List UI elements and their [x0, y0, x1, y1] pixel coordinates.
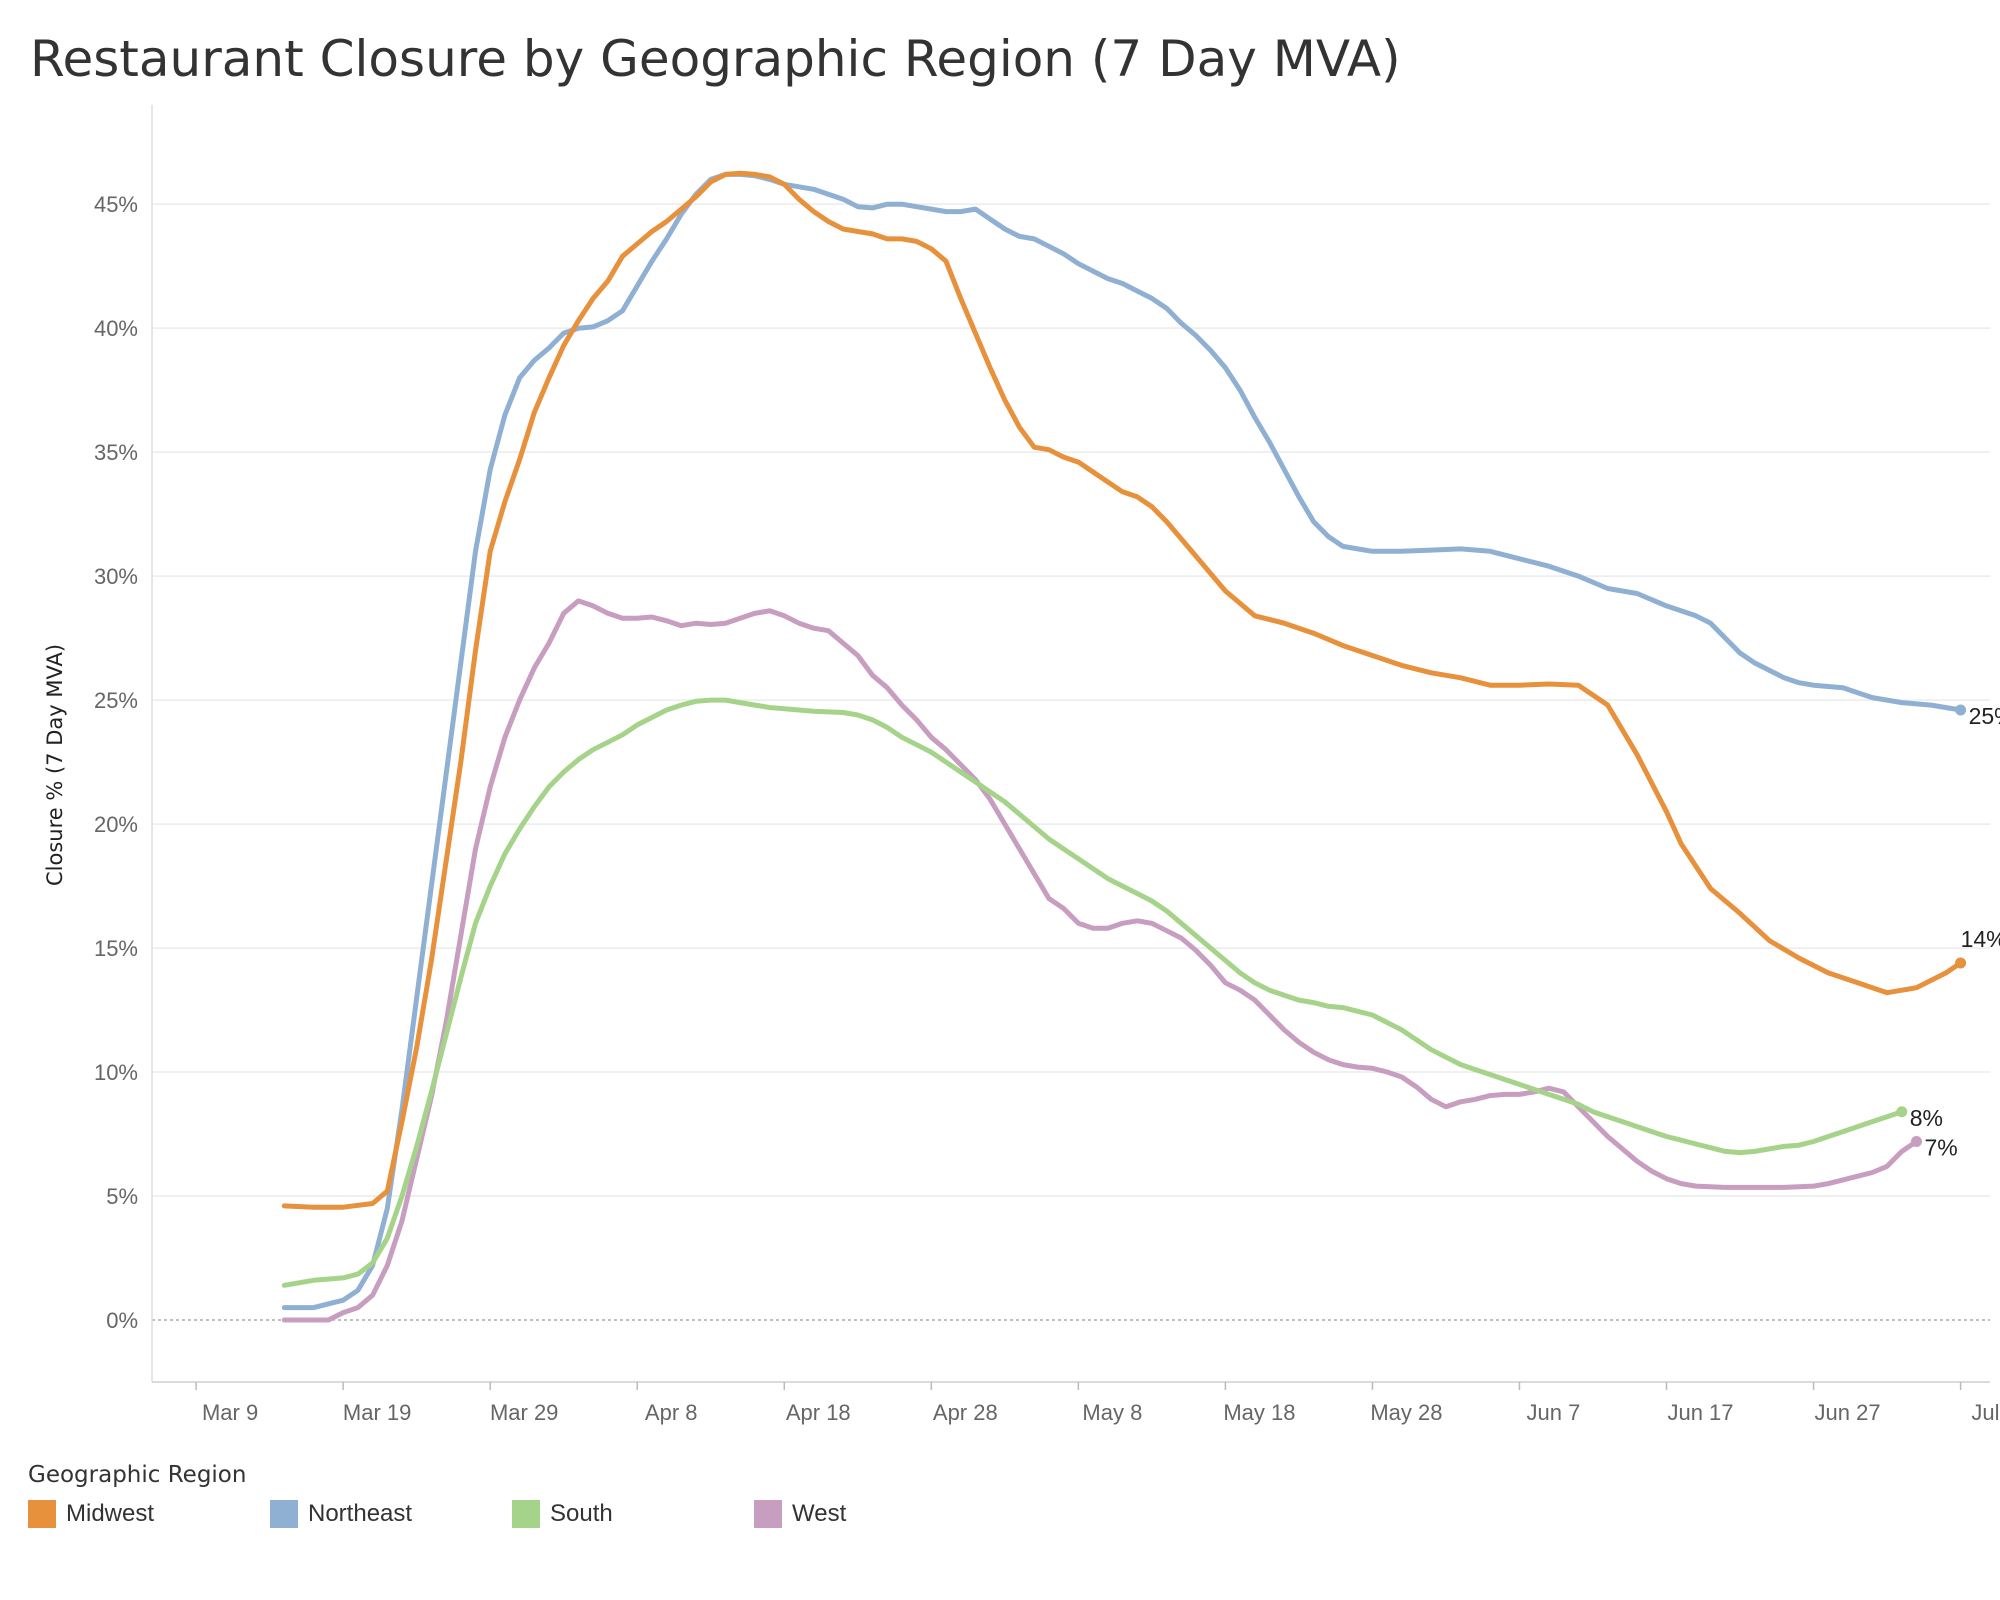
- series-lines: [281, 170, 1967, 1323]
- legend-item-northeast[interactable]: Northeast: [270, 1498, 412, 1530]
- y-tick-label: 0%: [106, 1308, 138, 1333]
- end-label-northeast: 25%: [1969, 703, 2000, 729]
- x-tick-label: Apr 18: [786, 1400, 851, 1425]
- x-tick-label: Jul 7: [1971, 1400, 2000, 1425]
- end-marker-midwest[interactable]: [1955, 957, 1967, 969]
- axes: [151, 105, 1990, 1383]
- end-label-midwest: 14%: [1961, 926, 2000, 952]
- x-tick-label: Apr 8: [645, 1400, 698, 1425]
- series-line-west: [281, 598, 1919, 1323]
- x-axis-ticks: Mar 9 Mar 19 Mar 29 Apr 8 Apr 18 Apr 28 May 8 M…: [195, 1382, 2000, 1425]
- x-tick-label: Mar 9: [202, 1400, 258, 1425]
- end-label-south: 8%: [1910, 1105, 1943, 1131]
- chart-title: Restaurant Closure by Geographic Region …: [30, 30, 1401, 88]
- y-tick-label: 15%: [94, 936, 138, 961]
- y-tick-label: 20%: [94, 812, 138, 837]
- x-tick-label: May 28: [1370, 1400, 1442, 1425]
- y-axis-ticks: 0% 5% 10% 15% 20% 25% 30% 35% 40% 45%: [94, 192, 138, 1333]
- legend-item-south[interactable]: South: [512, 1498, 613, 1530]
- legend-swatch-south: [512, 1500, 540, 1528]
- end-label-west: 7%: [1924, 1135, 1957, 1161]
- x-tick-label: Jun 17: [1667, 1400, 1733, 1425]
- legend-item-midwest[interactable]: Midwest: [28, 1498, 154, 1530]
- end-marker-northeast[interactable]: [1955, 704, 1967, 716]
- legend-item-west[interactable]: West: [754, 1498, 846, 1530]
- legend-label: South: [550, 1500, 613, 1527]
- x-tick-label: Jun 7: [1527, 1400, 1581, 1425]
- y-tick-label: 5%: [106, 1184, 138, 1209]
- gridlines: [152, 203, 1990, 1197]
- x-tick-label: May 18: [1223, 1400, 1295, 1425]
- y-tick-label: 10%: [94, 1060, 138, 1085]
- legend-swatch-northeast: [270, 1500, 298, 1528]
- legend-swatch-midwest: [28, 1500, 56, 1528]
- x-tick-label: Apr 28: [933, 1400, 998, 1425]
- y-tick-label: 30%: [94, 564, 138, 589]
- legend-swatch-west: [754, 1500, 782, 1528]
- series-line-midwest: [281, 170, 1964, 1210]
- end-marker-south[interactable]: [1896, 1106, 1908, 1118]
- legend-label: Midwest: [66, 1500, 155, 1527]
- legend-title: Geographic Region: [28, 1462, 247, 1488]
- y-tick-label: 40%: [94, 316, 138, 341]
- y-tick-label: 35%: [94, 440, 138, 465]
- x-tick-label: Mar 29: [490, 1400, 558, 1425]
- x-tick-label: Jun 27: [1815, 1400, 1881, 1425]
- end-labels: 25% 7% 8% 14%: [1910, 703, 2000, 1160]
- end-marker-west[interactable]: [1910, 1135, 1922, 1147]
- series-line-northeast: [281, 171, 1964, 1311]
- legend-label: Northeast: [308, 1500, 413, 1527]
- y-tick-label: 45%: [94, 192, 138, 217]
- x-tick-label: Mar 19: [343, 1400, 411, 1425]
- legend-label: West: [792, 1500, 847, 1527]
- x-tick-label: May 8: [1082, 1400, 1142, 1425]
- y-axis-label: Closure % (7 Day MVA): [43, 644, 67, 886]
- series-line-south: [281, 697, 1905, 1288]
- y-tick-label: 25%: [94, 688, 138, 713]
- legend: Geographic Region Midwest Northeast Sout…: [28, 1462, 1228, 1562]
